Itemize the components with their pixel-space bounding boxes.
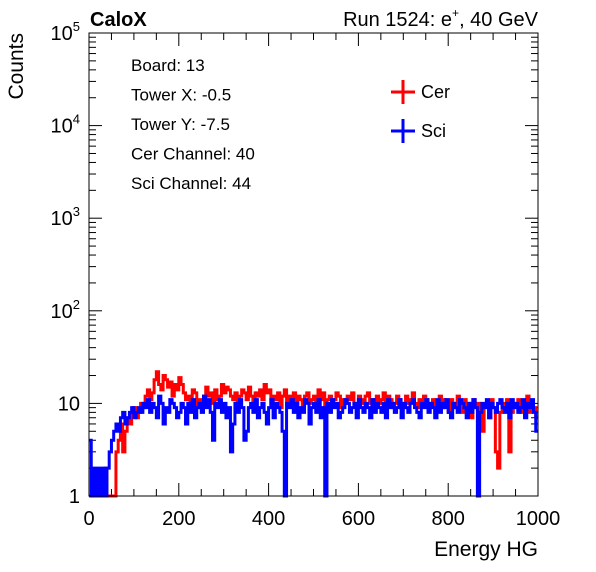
series-sci (89, 394, 538, 498)
y-tick-label: 10 (58, 393, 80, 415)
info-block: Board: 13 Tower X: -0.5 Tower Y: -7.5 Cer C… (131, 56, 255, 193)
series-cer (89, 370, 538, 498)
info-line: Tower Y: -7.5 (131, 115, 230, 134)
plot-frame (88, 32, 539, 497)
x-tick-label: 600 (342, 508, 375, 530)
info-line: Board: 13 (131, 56, 205, 75)
info-line: Cer Channel: 40 (131, 145, 255, 164)
y-tick-label: 102 (51, 297, 80, 323)
series-line-cer (89, 370, 538, 498)
y-tick-label: 103 (51, 204, 80, 230)
x-tick-label: 0 (83, 508, 94, 530)
info-line: Sci Channel: 44 (131, 174, 251, 193)
run-label-prefix: Run 1524: e (343, 9, 452, 31)
series-group (89, 370, 538, 498)
y-tick-label: 1 (69, 486, 80, 508)
info-line: Tower X: -0.5 (131, 86, 231, 105)
y-axis-title: Counts (5, 33, 28, 100)
axis-ticks (88, 33, 539, 497)
x-tick-label: 800 (432, 508, 465, 530)
legend-label: Sci (421, 121, 446, 141)
run-label-suffix: , 40 GeV (459, 9, 539, 31)
run-label: Run 1524: e+, 40 GeV (343, 6, 539, 31)
legend-item-sci: Sci (391, 119, 446, 143)
x-axis-title: Energy HG (434, 538, 538, 561)
legend: Cer Sci (391, 80, 450, 143)
x-tick-label: 200 (162, 508, 195, 530)
series-line-sci (89, 394, 538, 498)
x-tick-label: 1000 (516, 508, 561, 530)
x-tick-label: 400 (252, 508, 285, 530)
y-tick-label: 105 (51, 19, 80, 45)
brand-label: CaloX (90, 9, 147, 31)
y-tick-label: 104 (51, 112, 80, 138)
legend-label: Cer (421, 82, 450, 102)
legend-item-cer: Cer (391, 80, 450, 104)
run-label-charge: + (452, 6, 459, 20)
axis-tick-labels: 0 200 400 600 800 1000 1 10 102 103 104 105 (51, 19, 561, 530)
